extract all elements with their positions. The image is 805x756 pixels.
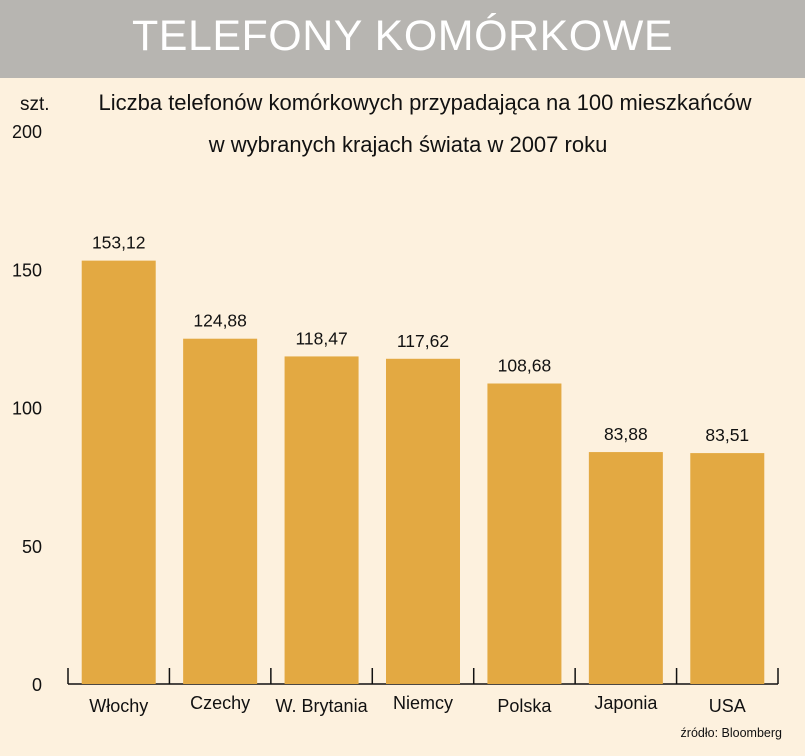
x-tick-label: Polska [497,696,552,716]
x-tick-label: Włochy [89,696,148,716]
data-label: 83,88 [604,424,648,444]
bar [81,260,156,684]
chart-title-line-2: w wybranych krajach świata w 2007 roku [208,132,608,157]
y-axis-unit-label: szt. [20,94,50,115]
data-label: 117,62 [397,331,449,351]
bar [588,452,663,684]
data-label: 83,51 [705,425,749,445]
page-title: TELEFONY KOMÓRKOWE [132,12,673,60]
x-tick-label: Japonia [594,693,658,713]
data-label: 153,12 [92,233,146,253]
header-banner: TELEFONY KOMÓRKOWE [0,0,805,78]
y-tick-label: 150 [12,260,42,280]
y-tick-label: 200 [12,122,42,142]
data-label: 108,68 [498,355,552,375]
bar [487,383,562,684]
y-tick-label: 100 [12,399,42,419]
x-tick-label: Niemcy [393,693,453,713]
bar [284,356,359,684]
source-note: źródło: Bloomberg [681,726,782,740]
y-tick-label: 0 [32,675,42,695]
chart-title-line-1: Liczba telefonów komórkowych przypadając… [98,90,751,115]
x-tick-label: W. Brytania [276,696,369,716]
bar [690,453,765,684]
bars-group: 153,12 Włochy 124,88 Czechy 118,47 W. Brytani… [67,233,779,716]
x-tick-label: Czechy [190,693,250,713]
bar [386,358,460,684]
bar [183,338,258,684]
data-label: 118,47 [295,328,347,348]
data-label: 124,88 [193,311,247,331]
x-tick-label: USA [709,696,746,716]
y-tick-label: 50 [22,537,42,557]
y-axis: 0 50 100 150 200 [12,122,42,695]
